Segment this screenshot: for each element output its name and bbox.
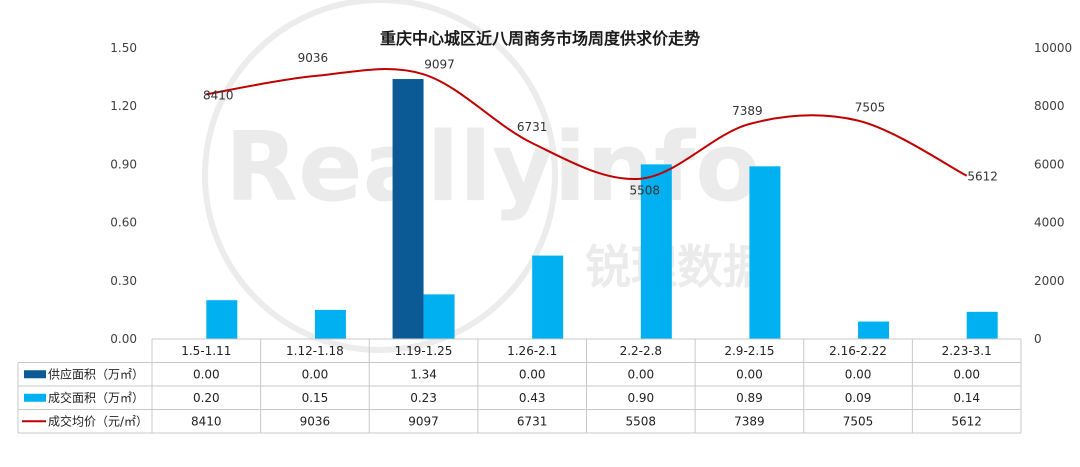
price-line [206, 68, 968, 180]
price-data-label: 6731 [517, 120, 548, 134]
sales-bar [640, 164, 672, 339]
table-cell: 0.00 [193, 367, 220, 381]
left-tick-label: 1.20 [110, 99, 137, 113]
table-cell: 0.89 [736, 391, 763, 405]
table-cell: 0.90 [627, 391, 654, 405]
table-cell: 0.23 [410, 391, 437, 405]
table-cell: 0.09 [845, 391, 872, 405]
right-tick-label: 2000 [1034, 274, 1065, 288]
table-cell: 1.34 [410, 367, 437, 381]
table-cell: 0.00 [627, 367, 654, 381]
table-cell: 0.20 [193, 391, 220, 405]
table-cell: 0.00 [302, 367, 329, 381]
sales-bar [749, 166, 781, 339]
right-tick-label: 6000 [1034, 157, 1065, 171]
right-tick-label: 0 [1034, 332, 1042, 346]
sales-bar [532, 255, 564, 339]
sales-bar [314, 309, 346, 339]
category-label: 2.9-2.15 [724, 344, 774, 358]
table-cell: 0.00 [519, 367, 546, 381]
table-cell: 7389 [734, 414, 765, 428]
table-cell: 0.00 [953, 367, 980, 381]
table-cell: 5508 [626, 414, 657, 428]
price-data-label: 7389 [732, 104, 763, 118]
category-label: 1.12-1.18 [286, 344, 344, 358]
sales-bar [206, 300, 238, 339]
price-data-label: 9097 [424, 57, 455, 71]
category-label: 1.26-2.1 [507, 344, 557, 358]
price-line-path [206, 68, 968, 180]
category-label: 1.5-1.11 [181, 344, 231, 358]
legend-label: 供应面积（万㎡） [48, 366, 144, 381]
table-cell: 0.43 [519, 391, 546, 405]
left-tick-label: 0.00 [110, 332, 137, 346]
price-labels: 8410 9036 9097 6731 5508 7389 7505 5612 [203, 51, 998, 198]
svg-text:锐理数据: 锐理数据 [585, 240, 769, 294]
table-cell: 6731 [517, 414, 548, 428]
left-tick-label: 1.50 [110, 41, 137, 55]
left-tick-label: 0.90 [110, 157, 137, 171]
sales-bar [858, 321, 890, 339]
table-cell: 5612 [951, 414, 982, 428]
table-cell: 9097 [408, 414, 439, 428]
legend-swatch [24, 393, 46, 402]
right-tick-label: 8000 [1034, 99, 1065, 113]
price-data-label: 7505 [855, 101, 886, 115]
svg-text:Reallyinfo: Reallyinfo [225, 113, 761, 223]
right-tick-label: 10000 [1034, 41, 1072, 55]
table-cell: 0.14 [953, 391, 980, 405]
legend-label: 成交面积（万㎡） [48, 390, 144, 405]
chart-title: 重庆中心城区近八周商务市场周度供求价走势 [380, 29, 700, 48]
supply-bar [392, 79, 424, 339]
table-cell: 7505 [843, 414, 874, 428]
right-axis: 0 2000 4000 6000 8000 10000 [1034, 41, 1072, 346]
left-axis: 0.00 0.30 0.60 0.90 1.20 1.50 [110, 41, 137, 346]
price-data-label: 9036 [298, 51, 329, 65]
sales-bar [423, 294, 455, 339]
table-cell: 0.15 [302, 391, 329, 405]
sales-bar [966, 311, 998, 339]
right-tick-label: 4000 [1034, 216, 1065, 230]
watermark: Reallyinfo 锐理数据 [202, 0, 769, 353]
data-table: 1.5-1.11 1.12-1.18 1.19-1.25 1.26-2.1 2.2-2.… [17, 338, 1022, 434]
table-cell: 9036 [300, 414, 331, 428]
category-label: 1.19-1.25 [395, 344, 453, 358]
price-data-label: 8410 [203, 88, 234, 102]
left-tick-label: 0.30 [110, 274, 137, 288]
legend-swatch [24, 370, 46, 379]
category-label: 2.16-2.22 [829, 344, 887, 358]
category-label: 2.2-2.8 [620, 344, 663, 358]
table-cell: 8410 [191, 414, 222, 428]
legend-label: 成交均价（元/㎡） [48, 413, 148, 428]
left-tick-label: 0.60 [110, 216, 137, 230]
price-data-label: 5612 [967, 170, 998, 184]
price-data-label: 5508 [630, 184, 661, 198]
table-cell: 0.00 [845, 367, 872, 381]
bars [206, 79, 998, 339]
table-cell: 0.00 [736, 367, 763, 381]
category-label: 2.23-3.1 [942, 344, 992, 358]
